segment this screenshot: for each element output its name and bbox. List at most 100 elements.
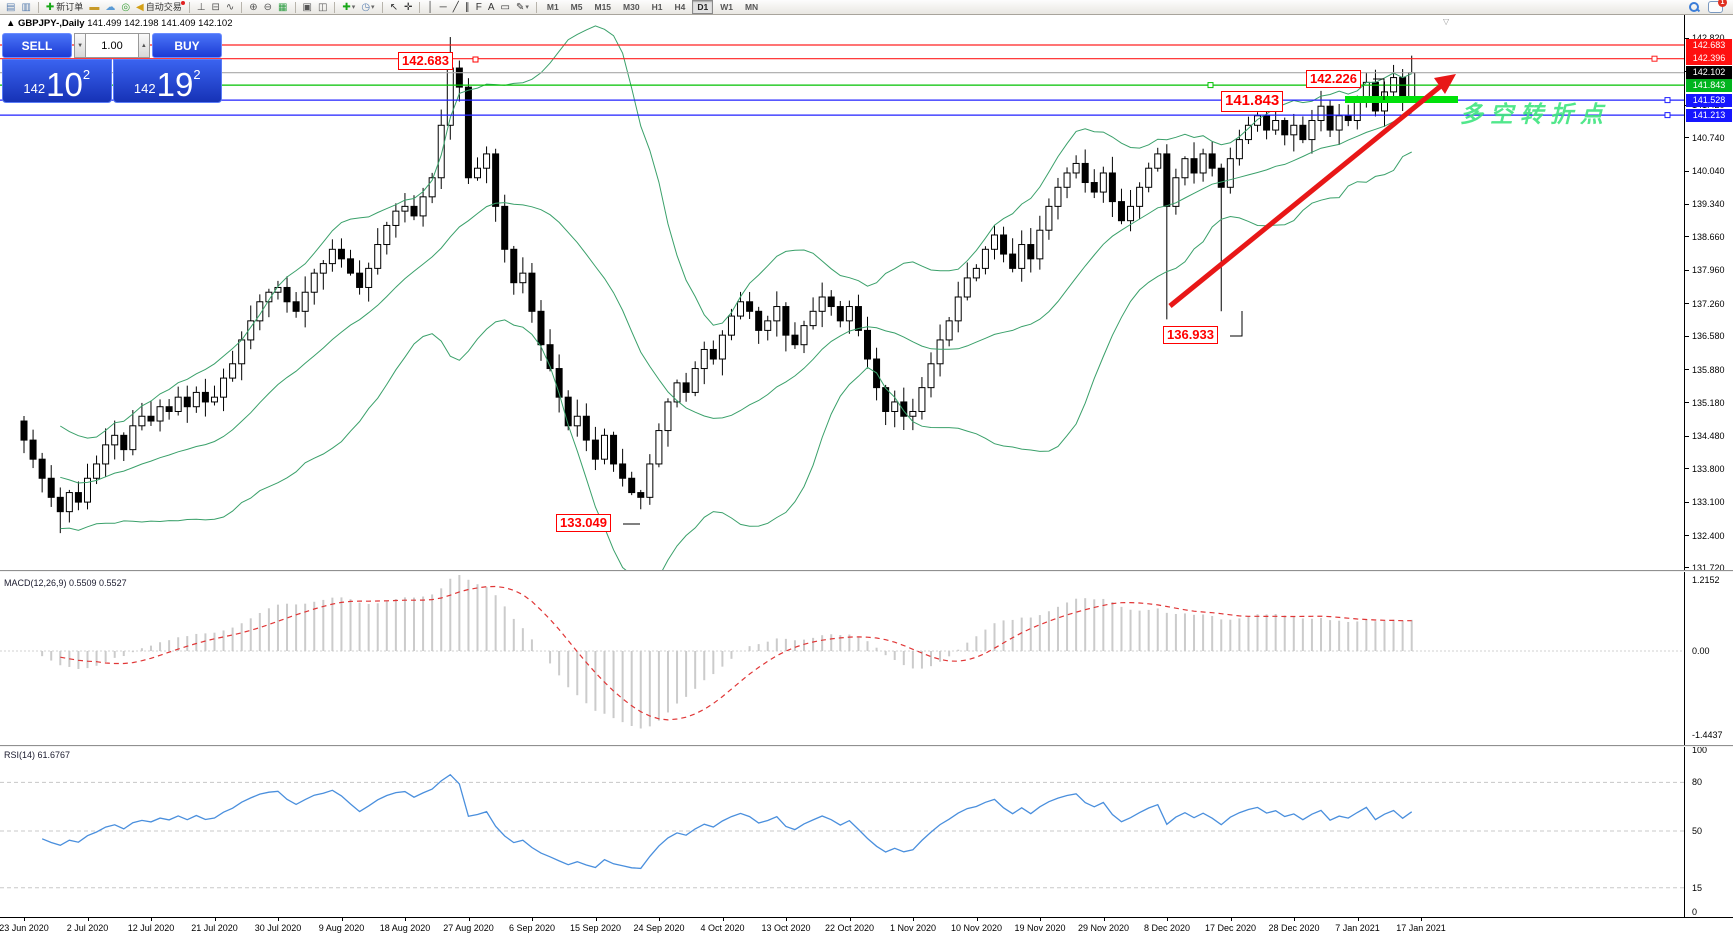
auto-scroll-icon[interactable]: ▣ [302,1,312,13]
axis-tick-label: 139.340 [1692,199,1725,210]
timeframe-h1[interactable]: H1 [651,2,663,12]
candle-body [1117,201,1125,222]
volume-increase-button[interactable]: ▲ [137,33,150,58]
candle-body [1272,120,1280,131]
buy-price-quote[interactable]: 142 19 2 [112,59,222,103]
hline-handle[interactable] [1207,82,1214,89]
chart-shift-marker[interactable]: ▽ [1443,17,1450,26]
rsi-axis-label: 0 [1692,907,1698,917]
hline-handle[interactable] [1664,97,1671,104]
candle-body [192,391,200,408]
candle-body [238,339,246,365]
candle-body [546,344,554,370]
label-handle[interactable] [472,56,479,63]
pane-splitter[interactable] [0,570,1733,571]
candle-body [383,224,391,246]
price-annotation-142.683[interactable]: 142.683 [398,52,453,71]
cloud-icon[interactable]: ☁ [105,1,116,13]
candle-body [1018,244,1026,269]
gold-bar-icon[interactable]: ▬ [89,1,100,13]
period-button[interactable]: ◷ ▾ [361,1,375,13]
candle-body [47,477,55,498]
timeframe-m5[interactable]: M5 [570,2,583,12]
candlestick-chart-icon[interactable]: ⊟ [211,1,220,13]
crosshair-icon[interactable]: ✛ [403,1,413,13]
chart-area[interactable]: 142.820142.120141.420140.740140.040139.3… [0,15,1733,939]
timeframe-d1[interactable]: D1 [692,0,714,14]
sell-button[interactable]: SELL [2,33,72,58]
candle-body [1000,234,1008,255]
candle-body [537,310,545,346]
zoom-in-icon[interactable]: ⊕ [249,1,258,13]
green-trend-segment[interactable] [1345,96,1458,103]
candle-body [737,301,745,317]
price-annotation-136.933[interactable]: 136.933 [1163,326,1218,345]
horizontal-line-icon[interactable]: ─ [439,1,447,13]
candle-body [174,396,182,412]
chat-icon[interactable]: 1 [1708,0,1727,13]
market-watch-icon[interactable]: ▥ [21,1,31,13]
axis-tick-mark [1685,236,1689,238]
candle-body [1127,205,1135,222]
candle-body [501,205,509,250]
timeframe-w1[interactable]: W1 [720,2,733,12]
time-tick-mark [976,918,978,921]
timeframe-m30[interactable]: M30 [623,2,640,12]
buy-button[interactable]: BUY [152,33,222,58]
tile-windows-icon[interactable]: ▦ [278,1,288,13]
search-icon[interactable] [1689,1,1701,13]
shapes-button[interactable]: ✎ ▾ [515,1,529,13]
candle-body [646,463,654,498]
sell-price-quote[interactable]: 142 10 2 [2,59,112,103]
candle-body [582,415,590,441]
macd-label: MACD(12,26,9) 0.5509 0.5527 [4,578,127,588]
red-trend-arrow[interactable] [1168,83,1444,308]
text-icon[interactable]: A [487,1,495,13]
rsi-pane [0,773,1684,889]
candle-body [38,458,46,479]
candle-body [1199,153,1207,174]
candle-body [519,272,527,284]
toolbar-separator [294,1,296,13]
chart-shift-icon[interactable]: ◫ [317,1,328,13]
volume-input[interactable] [86,33,138,58]
price-annotation-133.049[interactable]: 133.049 [556,514,611,533]
timeframe-m15[interactable]: M15 [594,2,612,12]
chinese-annotation[interactable]: 多空转折点 [1460,101,1610,127]
vertical-line-icon[interactable]: │ [427,1,434,13]
add-indicator-button[interactable]: ✚ ▾ [342,1,356,13]
trendline-icon[interactable]: ╱ [452,1,459,13]
label-icon[interactable]: ▭ [500,1,510,13]
price-annotation-141.843[interactable]: 141.843 [1221,91,1284,112]
time-axis[interactable]: 23 Jun 2020 2 Jul 2020 12 Jul 2020 21 Jul 2… [0,917,1733,939]
line-chart-icon[interactable]: ∿ [225,1,235,13]
cursor-icon[interactable]: ↖ [389,1,398,13]
collapse-triangle-icon[interactable]: ▲ [6,18,16,29]
zoom-out-icon[interactable]: ⊖ [263,1,273,13]
price-annotation-142.226[interactable]: 142.226 [1306,70,1361,89]
candle-body [74,492,82,503]
broadcast-icon[interactable]: ◎ [121,1,131,13]
new-order-button[interactable]: ✚ 新订单 [45,1,84,13]
new-chart-icon[interactable]: ▤ [6,1,16,13]
date-label: 12 Jul 2020 [127,923,175,933]
volume-decrease-button[interactable]: ▼ [74,33,87,58]
axis-tick-mark [1685,468,1689,470]
price-axis[interactable]: 142.820142.120141.420140.740140.040139.3… [1684,15,1733,917]
auto-trading-button[interactable]: ◀ 自动交易 [134,0,185,14]
date-label: 21 Jul 2020 [191,923,238,933]
candle-body [65,492,73,513]
timeframe-m1[interactable]: M1 [546,2,559,12]
chart-canvas[interactable] [0,15,1733,939]
hline-handle[interactable] [1651,55,1658,62]
hline-handle[interactable] [1664,112,1671,119]
candle-body [918,387,926,412]
pane-splitter[interactable] [0,745,1733,746]
timeframe-h4[interactable]: H4 [674,2,686,12]
fibonacci-icon[interactable]: F [475,1,482,13]
bar-chart-icon[interactable]: ⊥ [196,1,206,13]
candle-body [229,363,237,379]
timeframe-mn[interactable]: MN [744,2,759,12]
equidistant-channel-icon[interactable]: ∥ [464,1,470,13]
time-tick-mark [1040,918,1041,921]
